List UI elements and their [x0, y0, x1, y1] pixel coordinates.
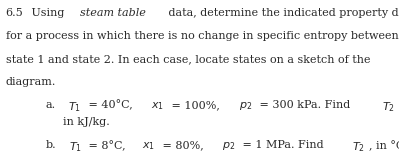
- Text: $T_2$: $T_2$: [352, 140, 365, 154]
- Text: 6.5: 6.5: [6, 8, 23, 18]
- Text: , in °C, and: , in °C, and: [369, 140, 399, 151]
- Text: state 1 and state 2. In each case, locate states on a sketch of the: state 1 and state 2. In each case, locat…: [6, 54, 373, 64]
- Text: data, determine the indicated property data: data, determine the indicated property d…: [165, 8, 399, 18]
- Text: $x_1$: $x_1$: [142, 140, 156, 152]
- Text: diagram.: diagram.: [6, 77, 56, 87]
- Text: $T_2$: $T_2$: [383, 100, 395, 114]
- Text: = 1 MPa. Find: = 1 MPa. Find: [239, 140, 327, 150]
- Text: $T_1$: $T_1$: [68, 100, 81, 114]
- Text: = 40°C,: = 40°C,: [85, 100, 136, 110]
- Text: b.: b.: [46, 140, 57, 150]
- Text: $p_2$: $p_2$: [221, 140, 235, 152]
- Text: = 300 kPa. Find: = 300 kPa. Find: [256, 100, 354, 110]
- Text: steam table: steam table: [80, 8, 146, 18]
- Text: in kJ/kg.: in kJ/kg.: [63, 117, 109, 127]
- Text: Using: Using: [28, 8, 68, 18]
- Text: = 8°C,: = 8°C,: [85, 140, 130, 151]
- Text: = 80%,: = 80%,: [159, 140, 207, 150]
- Text: $x_1$: $x_1$: [151, 100, 164, 112]
- Text: for a process in which there is no change in specific entropy between: for a process in which there is no chang…: [6, 31, 398, 41]
- Text: a.: a.: [46, 100, 56, 110]
- Text: = 100%,: = 100%,: [168, 100, 223, 110]
- Text: $T_1$: $T_1$: [69, 140, 82, 154]
- Text: $p_2$: $p_2$: [239, 100, 253, 112]
